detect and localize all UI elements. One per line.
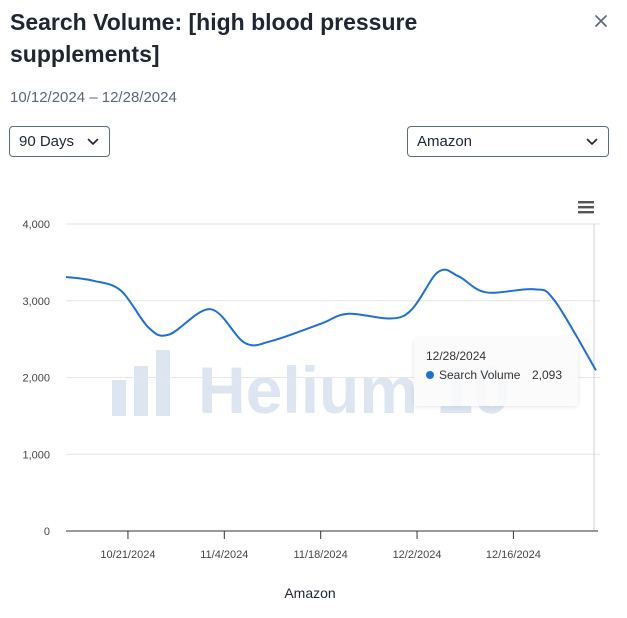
chevron-down-icon: [586, 138, 598, 145]
watermark-logo-bar: [156, 350, 170, 416]
tooltip-series-name: Search Volume: [439, 368, 521, 382]
x-axis-title: Amazon: [284, 585, 336, 601]
x-tick-label: 12/2/2024: [393, 549, 442, 561]
period-dropdown[interactable]: 90 Days: [9, 126, 110, 157]
hamburger-icon: [578, 201, 594, 214]
chevron-down-icon: [87, 138, 99, 145]
x-tick-label: 11/18/2024: [294, 549, 348, 561]
y-tick-label: 4,000: [22, 219, 50, 231]
x-tick-label: 10/21/2024: [100, 549, 155, 561]
series-line-search-volume: [65, 268, 597, 371]
y-tick-label: 3,000: [22, 296, 50, 308]
y-tick-label: 1,000: [22, 449, 50, 461]
page-title: Search Volume: [high blood pressure supp…: [10, 9, 418, 67]
close-icon: [595, 15, 607, 27]
watermark-logo-bar: [134, 366, 148, 416]
date-range: 10/12/2024 – 12/28/2024: [10, 89, 177, 106]
close-button[interactable]: [590, 10, 612, 32]
tooltip-series-marker: [426, 371, 434, 379]
chart-menu-button[interactable]: [576, 198, 596, 216]
period-dropdown-value: 90 Days: [19, 133, 75, 150]
marketplace-dropdown-value: Amazon: [417, 133, 473, 150]
tooltip-value: 2,093: [532, 368, 563, 382]
chart-tooltip: 12/28/2024 Search Volume 2,093: [414, 338, 578, 406]
y-tick-label: 0: [44, 526, 50, 538]
chart-area: Helium 10 0 1,000 2,000 3,000 4,000 10/21/2024…: [0, 190, 627, 613]
marketplace-dropdown[interactable]: Amazon: [407, 126, 609, 157]
line-chart: Helium 1001,0002,0003,0004,00010/21/2024…: [22, 219, 600, 561]
y-tick-label: 2,000: [22, 373, 50, 385]
x-tick-label: 12/16/2024: [486, 549, 541, 561]
watermark-logo-bar: [112, 380, 126, 416]
tooltip-date: 12/28/2024: [426, 349, 487, 363]
x-tick-label: 11/4/2024: [200, 549, 248, 561]
